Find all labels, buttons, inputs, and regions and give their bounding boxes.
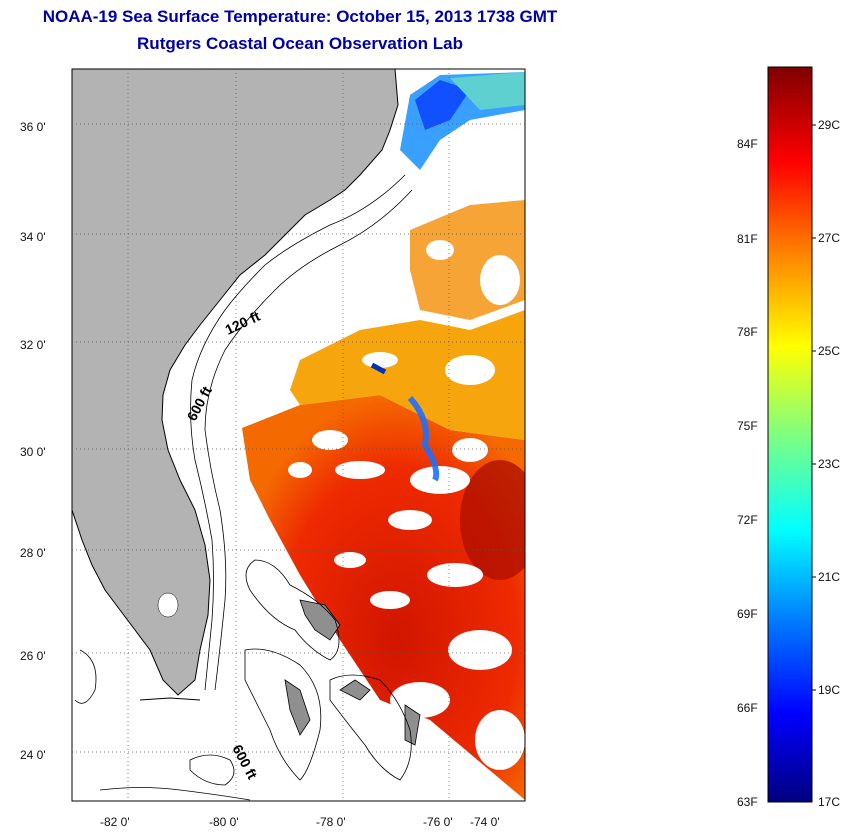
longitude-axis: -82 0' -80 0' -78 0' -76 0' -74 0' xyxy=(100,815,500,829)
lat-tick-label: 34 0' xyxy=(20,230,46,244)
lon-tick-label: -82 0' xyxy=(100,815,130,829)
lat-tick-label: 32 0' xyxy=(20,338,46,352)
colorbar-f-label: 69F xyxy=(737,607,758,621)
colorbar-c-label: 17C xyxy=(818,795,840,809)
colorbar-c-label: 21C xyxy=(818,570,840,584)
latitude-axis: 36 0' 34 0' 32 0' 30 0' 28 0' 26 0' 24 0… xyxy=(20,120,46,762)
lat-tick-label: 36 0' xyxy=(20,120,46,134)
map-subtitle: Rutgers Coastal Ocean Observation Lab xyxy=(137,34,463,53)
colorbar xyxy=(767,66,813,803)
sst-swath xyxy=(242,72,525,800)
lat-tick-label: 28 0' xyxy=(20,546,46,560)
lat-tick-label: 24 0' xyxy=(20,748,46,762)
colorbar-c-label: 27C xyxy=(818,231,840,245)
bahamas-islands xyxy=(284,599,421,746)
colorbar-ticks xyxy=(812,124,816,691)
land-mainland xyxy=(72,69,399,696)
colorbar-f-label: 63F xyxy=(737,795,758,809)
colorbar-f-label: 84F xyxy=(737,137,758,151)
lon-tick-label: -74 0' xyxy=(470,815,500,829)
colorbar-f-label: 78F xyxy=(737,325,758,339)
colorbar-c-label: 29C xyxy=(818,118,840,132)
colorbar-f-label: 81F xyxy=(737,232,758,246)
colorbar-c-label: 23C xyxy=(818,457,840,471)
colorbar-c-label: 19C xyxy=(818,683,840,697)
map-title: NOAA-19 Sea Surface Temperature: October… xyxy=(42,7,558,26)
colorbar-f-label: 75F xyxy=(737,419,758,433)
lon-tick-label: -78 0' xyxy=(316,815,346,829)
colorbar-c-label: 25C xyxy=(818,344,840,358)
colorbar-celsius-labels: 29C 27C 25C 23C 21C 19C 17C xyxy=(818,118,840,809)
bathymetry-contours xyxy=(74,174,413,801)
lon-tick-label: -80 0' xyxy=(209,815,239,829)
lat-tick-label: 26 0' xyxy=(20,649,46,663)
lake-icon xyxy=(157,592,179,618)
colorbar-f-label: 72F xyxy=(737,513,758,527)
colorbar-f-label: 66F xyxy=(737,701,758,715)
lat-tick-label: 30 0' xyxy=(20,445,46,459)
lon-tick-label: -76 0' xyxy=(423,815,453,829)
map-frame xyxy=(71,68,526,802)
colorbar-fahrenheit-labels: 84F 81F 78F 75F 72F 69F 66F 63F xyxy=(737,137,758,809)
